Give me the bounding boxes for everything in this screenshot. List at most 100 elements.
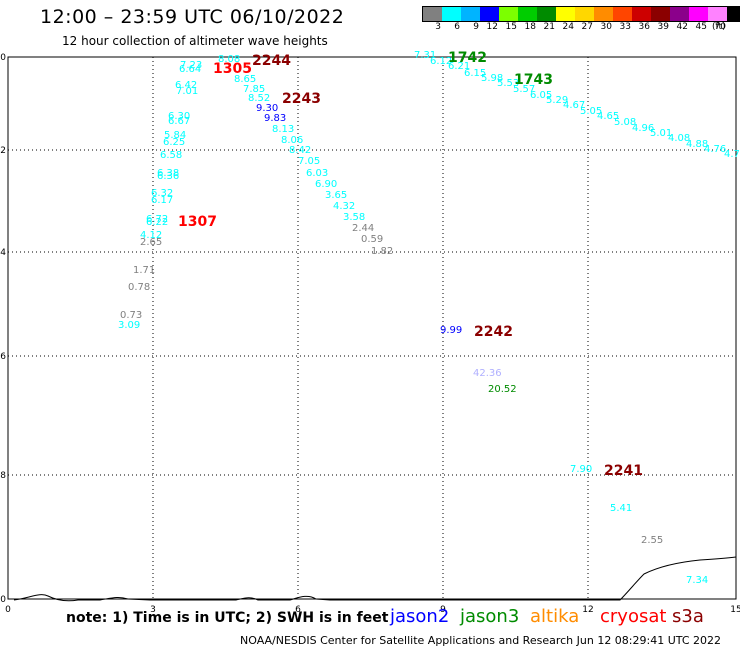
- swh-value: 20.52: [488, 384, 517, 395]
- antarctic-coastline: [13, 556, 737, 602]
- latitude-label: -68: [0, 471, 6, 481]
- swh-value: 0.73: [120, 310, 142, 321]
- legend-label: 9: [473, 22, 479, 32]
- footnote: note: 1) Time is in UTC; 2) SWH is in fe…: [66, 610, 389, 626]
- legend-label: 70: [714, 22, 726, 32]
- legend-swatch: [556, 7, 575, 21]
- swh-value: 6.12: [430, 56, 452, 67]
- legend-swatch: [575, 7, 594, 21]
- legend-label: 45: [695, 22, 707, 32]
- swh-value: 6.03: [306, 168, 328, 179]
- swh-value: 6.36: [157, 171, 179, 182]
- swh-value: 6.21: [448, 61, 470, 72]
- swh-value: 5.01: [650, 128, 672, 139]
- track-id: 1743: [514, 72, 553, 88]
- time-label: 6: [295, 605, 301, 615]
- legend-label: 12: [486, 22, 498, 32]
- track-id: 1305: [213, 61, 252, 77]
- map-subtitle: 12 hour collection of altimeter wave hei…: [62, 34, 328, 48]
- legend-label: 42: [676, 22, 688, 32]
- swh-value: 8.06: [281, 135, 303, 146]
- swh-value: 5.05: [580, 106, 602, 117]
- legend-label: 21: [543, 22, 555, 32]
- swh-value: 4.32: [333, 201, 355, 212]
- legend-label: 6: [454, 22, 460, 32]
- swh-value: 6.58: [160, 150, 182, 161]
- swh-value: 8.08: [218, 54, 240, 65]
- legend-swatch: [423, 7, 442, 21]
- swh-value: 7.90: [570, 464, 592, 475]
- swh-value: 7.05: [298, 156, 320, 167]
- swh-value: 4.88: [686, 139, 708, 150]
- track-id-labels: 1307 1305 2244 2243 1742 1743 2242 2241: [178, 50, 643, 479]
- swh-value: 5.98: [481, 73, 503, 84]
- swh-value: 3.58: [343, 212, 365, 223]
- track-id: 2241: [604, 463, 643, 479]
- legend-swatch: [689, 7, 708, 21]
- legend-swatch: [461, 7, 480, 21]
- track-id: 2242: [474, 324, 513, 340]
- legend-swatch: [670, 7, 689, 21]
- map-grid: [8, 57, 736, 599]
- swh-value: 5.08: [614, 117, 636, 128]
- swh-value: 8.52: [248, 93, 270, 104]
- legend-swatch: [442, 7, 461, 21]
- swh-value: 8.65: [234, 74, 256, 85]
- satellite-name: jason2: [390, 606, 450, 627]
- swh-value: 42.36: [473, 368, 502, 379]
- latitude-labels: -60 -62 -64 -66 -68 -70: [0, 53, 6, 605]
- swh-value: 6.32: [151, 188, 173, 199]
- legend-swatch: [613, 7, 632, 21]
- swh-value: 6.42: [175, 80, 197, 91]
- swh-value: 5.84: [164, 130, 186, 141]
- latitude-label: -70: [0, 595, 6, 605]
- legend-label: 18: [524, 22, 536, 32]
- map-frame: [7, 56, 737, 600]
- swh-value: 9.30: [256, 103, 278, 114]
- latitude-label: -66: [0, 352, 6, 362]
- swh-value: 6.05: [530, 90, 552, 101]
- track-id: 1307: [178, 214, 217, 230]
- latitude-label: -62: [0, 146, 6, 156]
- legend-label: 36: [638, 22, 650, 32]
- swh-value: 4.08: [668, 133, 690, 144]
- swh-value: 3.09: [118, 320, 140, 331]
- track-id: 2243: [282, 91, 321, 107]
- swh-value: 4.65: [597, 111, 619, 122]
- swh-value: 4.96: [632, 123, 654, 134]
- time-axis-labels: 0 3 6 9 12 15: [5, 605, 740, 615]
- swh-value: 6.30: [168, 111, 190, 122]
- time-label: 12: [582, 605, 593, 615]
- satellite-name: cryosat: [600, 606, 667, 627]
- time-label: 9: [440, 605, 446, 615]
- legend-label: 33: [619, 22, 631, 32]
- track-id: 1742: [448, 50, 487, 66]
- swh-value: 7.31: [414, 50, 436, 61]
- swh-value: 6.17: [151, 195, 173, 206]
- swh-value: 4.12: [140, 230, 162, 241]
- swh-value: 6.15: [464, 68, 486, 79]
- swh-value: 5.41: [610, 503, 632, 514]
- legend-swatch: [727, 7, 740, 21]
- satellite-name: jason3: [460, 606, 520, 627]
- swh-value: 5.57: [513, 84, 535, 95]
- swh-value: 4.76: [704, 144, 726, 155]
- color-scale-unit: (ft): [712, 22, 726, 32]
- legend-swatch: [708, 7, 727, 21]
- swh-value: 9.83: [264, 113, 286, 124]
- swh-value: 6.90: [315, 179, 337, 190]
- time-label: 3: [150, 605, 156, 615]
- legend-label: 15: [505, 22, 517, 32]
- swh-value: 8.13: [272, 124, 294, 135]
- legend-label: 27: [581, 22, 593, 32]
- swh-value: 1.71: [133, 265, 155, 276]
- wave-height-observations: 7.236.64 6.427.01 6.306.67 5.846.25 6.58 6.38…: [118, 50, 740, 586]
- swh-value: 2.55: [641, 535, 663, 546]
- legend-swatch: [499, 7, 518, 21]
- swh-value: 6.67: [168, 116, 190, 127]
- legend-swatch: [632, 7, 651, 21]
- track-id: 2244: [252, 53, 291, 69]
- time-label: 15: [730, 605, 740, 615]
- swh-value: 7.34: [686, 575, 708, 586]
- swh-value: 6.25: [163, 137, 185, 148]
